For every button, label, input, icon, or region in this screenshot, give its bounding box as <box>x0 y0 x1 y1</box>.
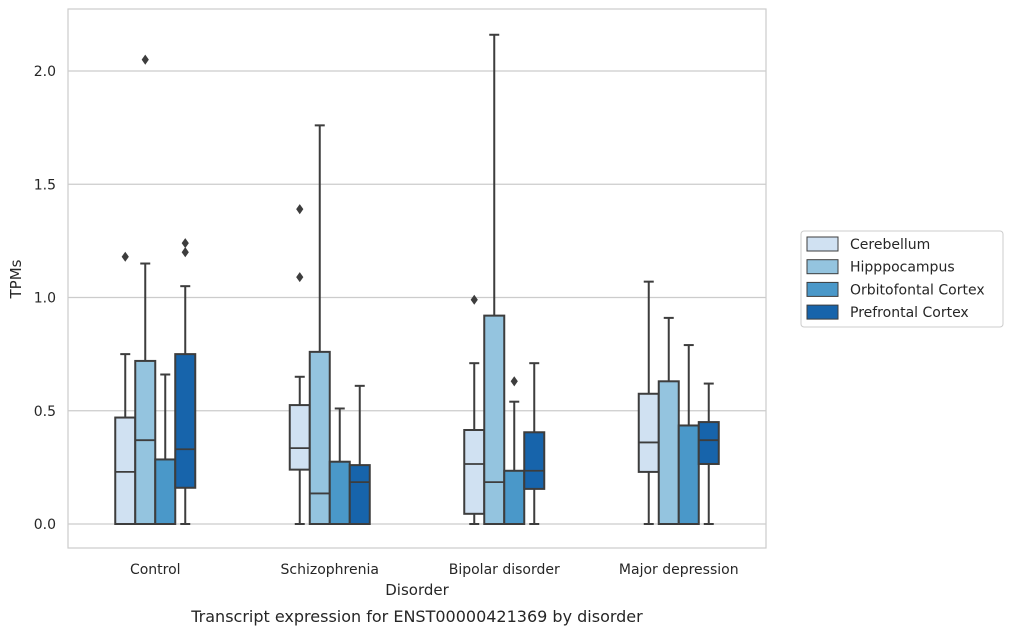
box-cerebellum <box>463 294 486 525</box>
y-tick-label: 0.5 <box>34 404 56 420</box>
y-tick-label: 2.0 <box>34 64 56 80</box>
legend-label: Orbitofontal Cortex <box>850 282 985 298</box>
x-tick-label: Schizophrenia <box>281 562 379 578</box>
iqr-box <box>288 404 311 471</box>
iqr-box <box>697 421 720 465</box>
y-tick-label: 1.0 <box>34 291 56 307</box>
legend-label: Cerebellum <box>850 237 930 253</box>
y-tick-labels: 0.0 0.5 1.0 1.5 2.0 <box>34 64 56 533</box>
iqr-box <box>308 350 331 525</box>
box-cerebellum <box>637 280 660 525</box>
box-hipppocampus <box>657 316 680 525</box>
x-tick-label: Bipolar disorder <box>449 562 560 578</box>
box-cerebellum <box>114 251 137 526</box>
legend-item: Orbitofontal Cortex <box>806 281 985 298</box>
legend-swatch <box>806 236 839 252</box>
iqr-box <box>463 429 486 515</box>
y-tick-label: 0.0 <box>34 517 56 533</box>
x-tick-labels: Control Schizophrenia Bipolar disorder Majo… <box>130 562 739 578</box>
figure-caption: Transcript expression for ENST0000042136… <box>190 607 643 626</box>
box-hipppocampus <box>483 33 506 525</box>
iqr-box <box>114 416 137 526</box>
x-tick-label: Major depression <box>619 562 739 578</box>
plot-frame <box>67 8 767 549</box>
iqr-box <box>657 380 680 525</box>
box-prefrontal-cortex <box>348 384 371 525</box>
outlier-point <box>296 272 304 283</box>
box-hipppocampus <box>308 124 331 525</box>
outlier-point <box>121 251 129 262</box>
iqr-box <box>328 460 351 525</box>
y-tick-label: 1.5 <box>34 177 56 193</box>
iqr-box <box>677 424 700 525</box>
legend-swatch <box>806 259 839 275</box>
box-series <box>114 33 720 526</box>
outlier-point <box>296 204 304 215</box>
legend-label: Prefrontal Cortex <box>850 305 969 321</box>
legend-swatch <box>806 281 839 297</box>
x-axis-title: Disorder <box>385 581 449 599</box>
outlier-point <box>510 376 518 387</box>
iqr-box <box>154 458 177 526</box>
iqr-box <box>523 431 546 490</box>
legend-swatch <box>806 304 839 320</box>
box-cerebellum <box>288 204 311 525</box>
y-axis-title: TPMs <box>7 259 25 299</box>
legend-item: Cerebellum <box>806 236 930 253</box>
box-hipppocampus <box>134 54 157 526</box>
iqr-box <box>348 464 371 525</box>
iqr-box <box>134 359 157 526</box>
outlier-point <box>141 54 149 65</box>
iqr-box <box>637 392 660 473</box>
iqr-box <box>174 353 197 489</box>
outlier-point <box>470 294 478 305</box>
legend-item: Hipppocampus <box>806 259 955 276</box>
outlier-point <box>181 247 189 258</box>
box-orbitofontal-cortex <box>677 344 700 525</box>
box-prefrontal-cortex <box>174 238 197 525</box>
iqr-box <box>483 314 506 525</box>
iqr-box <box>503 469 526 525</box>
legend-item: Prefrontal Cortex <box>806 304 969 321</box>
legend-label: Hipppocampus <box>850 260 955 276</box>
legend-frame <box>800 230 1004 328</box>
x-tick-label: Control <box>130 562 181 578</box>
outlier-point <box>181 238 189 249</box>
box-orbitofontal-cortex <box>328 407 351 525</box>
box-prefrontal-cortex <box>523 362 546 525</box>
box-prefrontal-cortex <box>697 382 720 525</box>
box-orbitofontal-cortex <box>503 376 526 525</box>
box-orbitofontal-cortex <box>154 373 177 526</box>
legend: Cerebellum Hipppocampus Orbitofontal Corte… <box>800 230 1004 328</box>
